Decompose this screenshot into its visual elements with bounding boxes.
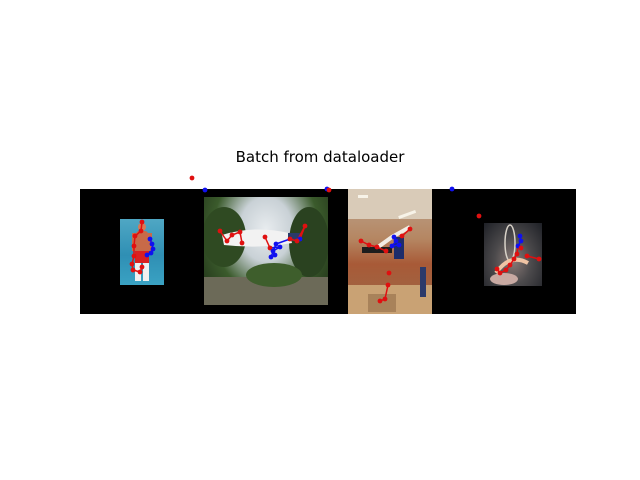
keypoint-image-1 (131, 253, 137, 259)
keypoint-image-2 (224, 238, 230, 244)
keypoint-image-3 (386, 270, 392, 276)
keypoint-image-4 (511, 256, 517, 262)
keypoint-image-4 (518, 245, 524, 251)
keypoint-image-4 (497, 270, 503, 276)
figure-title: Batch from dataloader (235, 148, 405, 166)
keypoint-limb (275, 238, 291, 245)
keypoint-image-3 (393, 238, 399, 244)
keypoint-image-1 (139, 219, 145, 225)
keypoint-image-3 (366, 242, 372, 248)
gym-scene (348, 189, 432, 314)
keypoint-image-4 (518, 238, 524, 244)
keypoint-image-1 (132, 233, 138, 239)
keypoint-image-2 (277, 244, 283, 250)
keypoint-image-3 (391, 234, 397, 240)
keypoint-image-3 (389, 243, 395, 249)
keypoint-image-2 (237, 229, 243, 235)
keypoint-image-4 (494, 266, 500, 272)
keypoint-image-4 (507, 262, 513, 268)
keypoint-image-2 (287, 236, 293, 242)
keypoint-image-2 (270, 248, 276, 254)
keypoint-overlay (129, 213, 542, 304)
keypoint-image-3 (399, 233, 405, 239)
batch-image-3 (348, 189, 432, 314)
keypoint-image-2 (294, 238, 300, 244)
keypoint-image-2 (272, 252, 278, 258)
keypoint-image-1 (147, 236, 153, 242)
keypoint-image-4 (503, 267, 509, 273)
keypoint-image-3 (377, 298, 383, 304)
keypoint-image-3 (385, 282, 391, 288)
keypoint-image-2 (268, 254, 274, 260)
keypoint-image-3 (383, 248, 389, 254)
keypoint-image-1 (148, 250, 154, 256)
keypoint-image-1 (150, 246, 156, 252)
keypoint-image-2 (217, 228, 223, 234)
keypoint-image-4 (536, 256, 542, 262)
keypoint-image-4 (524, 253, 530, 259)
outlier-keypoint (189, 175, 195, 181)
keypoint-image-4 (517, 233, 523, 239)
keypoint-image-4 (514, 251, 520, 257)
keypoint-image-2 (239, 240, 245, 246)
keypoint-image-1 (144, 252, 150, 258)
keypoint-image-4 (476, 213, 482, 219)
keypoint-image-3 (407, 226, 413, 232)
keypoint-image-2 (302, 223, 308, 229)
keypoint-image-1 (129, 261, 135, 267)
keypoint-image-1 (149, 241, 155, 247)
batch-image-strip (80, 189, 576, 314)
keypoint-image-3 (382, 296, 388, 302)
keypoint-image-1 (138, 228, 144, 234)
keypoint-image-1 (139, 264, 145, 270)
keypoint-image-2 (262, 234, 268, 240)
keypoint-image-1 (137, 269, 143, 275)
keypoint-image-2 (229, 232, 235, 238)
keypoint-image-3 (396, 242, 402, 248)
keypoint-image-3 (374, 244, 380, 250)
keypoint-image-2 (273, 241, 279, 247)
keypoint-image-3 (358, 238, 364, 244)
keypoint-image-1 (130, 267, 136, 273)
keypoint-image-2 (267, 245, 273, 251)
keypoint-image-1 (131, 243, 137, 249)
